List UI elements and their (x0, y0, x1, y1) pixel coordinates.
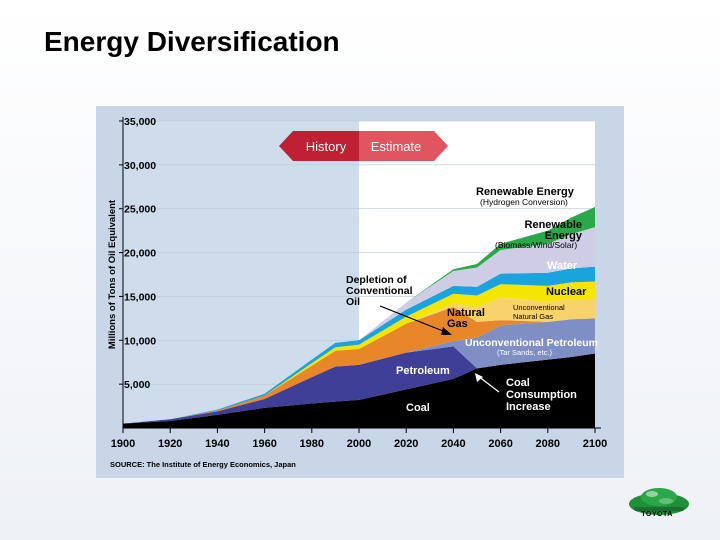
annotation-coal: Coal (406, 402, 430, 414)
x-tick-label: 1920 (158, 438, 182, 450)
green-globe-car-icon (629, 488, 689, 515)
x-tick-label: 1980 (300, 438, 324, 450)
annotation-nuclear: Nuclear (546, 286, 587, 298)
annotation-coal-increase-line-1: Coal (506, 377, 530, 389)
y-tick-label: 25,000 (124, 204, 156, 216)
slide-title: Energy Diversification (44, 26, 340, 57)
annotation-renewable-hydrogen-sub-line-1: (Hydrogen Conversion) (480, 197, 568, 207)
area-series-2 (123, 346, 595, 424)
y-axis-title: Millions of Tons of Oil Equivalent (107, 199, 118, 349)
x-tick-label: 2080 (536, 438, 560, 450)
estimate-arrow (359, 131, 448, 161)
annotation-depletion-line-3: Oil (346, 296, 360, 308)
annotation-unconv-petroleum: Unconventional Petroleum (465, 337, 598, 349)
y-tick-label: 15,000 (124, 291, 156, 303)
annotation-renewable-bws-line-2: Energy (545, 230, 583, 242)
annotation-coal-increase-line-2: Consumption (506, 389, 577, 401)
depletion-arrow-head (441, 327, 452, 335)
area-series-5 (123, 297, 595, 424)
history-arrow (279, 131, 359, 161)
y-tick-label: 30,000 (124, 160, 156, 172)
y-tick-label: 10,000 (124, 335, 156, 347)
y-tick-label: 35,000 (124, 116, 156, 128)
y-tick-label: 5,000 (124, 379, 150, 391)
x-tick-label: 2040 (441, 438, 465, 450)
annotation-renewable-bws-line-1: Renewable (525, 219, 582, 231)
area-series-8 (123, 227, 595, 424)
area-series-7 (123, 266, 595, 424)
x-tick-label: 1900 (111, 438, 135, 450)
annotation-unconv-gas-line-2: Natural Gas (513, 312, 553, 321)
annotation-unconv-gas-line-1: Unconventional (513, 303, 565, 312)
annotation-natural-gas-line-2: Gas (447, 318, 468, 330)
x-tick-label: 2060 (488, 438, 512, 450)
x-tick-label: 1960 (252, 438, 276, 450)
area-series-4 (123, 306, 595, 424)
x-tick-label: 1940 (205, 438, 229, 450)
history-label: History (306, 139, 347, 154)
x-tick-label: 2000 (347, 438, 371, 450)
energy-area-chart: 5,000 10,000 15,000 20,000 25,000 30,000 35,00… (107, 116, 607, 469)
depletion-arrow-line (379, 305, 449, 334)
annotation-petroleum: Petroleum (396, 365, 450, 377)
annotation-coal-increase-line-3: Increase (506, 401, 551, 413)
annotation-natural-gas-line-1: Natural (447, 307, 485, 319)
chart-source-text: SOURCE: The Institute of Energy Economic… (110, 460, 296, 469)
annotation-renewable-hydrogen-line-1: Renewable Energy (476, 186, 575, 198)
x-tick-label: 2100 (583, 438, 607, 450)
logo-text: TOYOTA (641, 511, 673, 518)
annotation-unconv-petroleum-sub: (Tar Sands, etc.) (497, 348, 553, 357)
annotation-water: Water (547, 260, 578, 272)
chart-panel: 5,000 10,000 15,000 20,000 25,000 30,000 35,00… (96, 106, 624, 478)
x-tick-label: 2020 (394, 438, 418, 450)
area-series-6 (123, 281, 595, 424)
annotation-depletion-line-2: Conventional (346, 285, 413, 297)
coal-arrow-head (475, 373, 483, 382)
annotation-depletion-line-1: Depletion of (346, 274, 407, 286)
annotation-renewable-bws-sub: (Biomass/Wind/Solar) (495, 240, 577, 250)
coal-arrow-line (477, 375, 500, 393)
y-tick-label: 20,000 (124, 248, 156, 260)
estimate-label: Estimate (371, 139, 422, 154)
area-series-3 (123, 318, 595, 424)
area-series-1 (123, 353, 595, 428)
